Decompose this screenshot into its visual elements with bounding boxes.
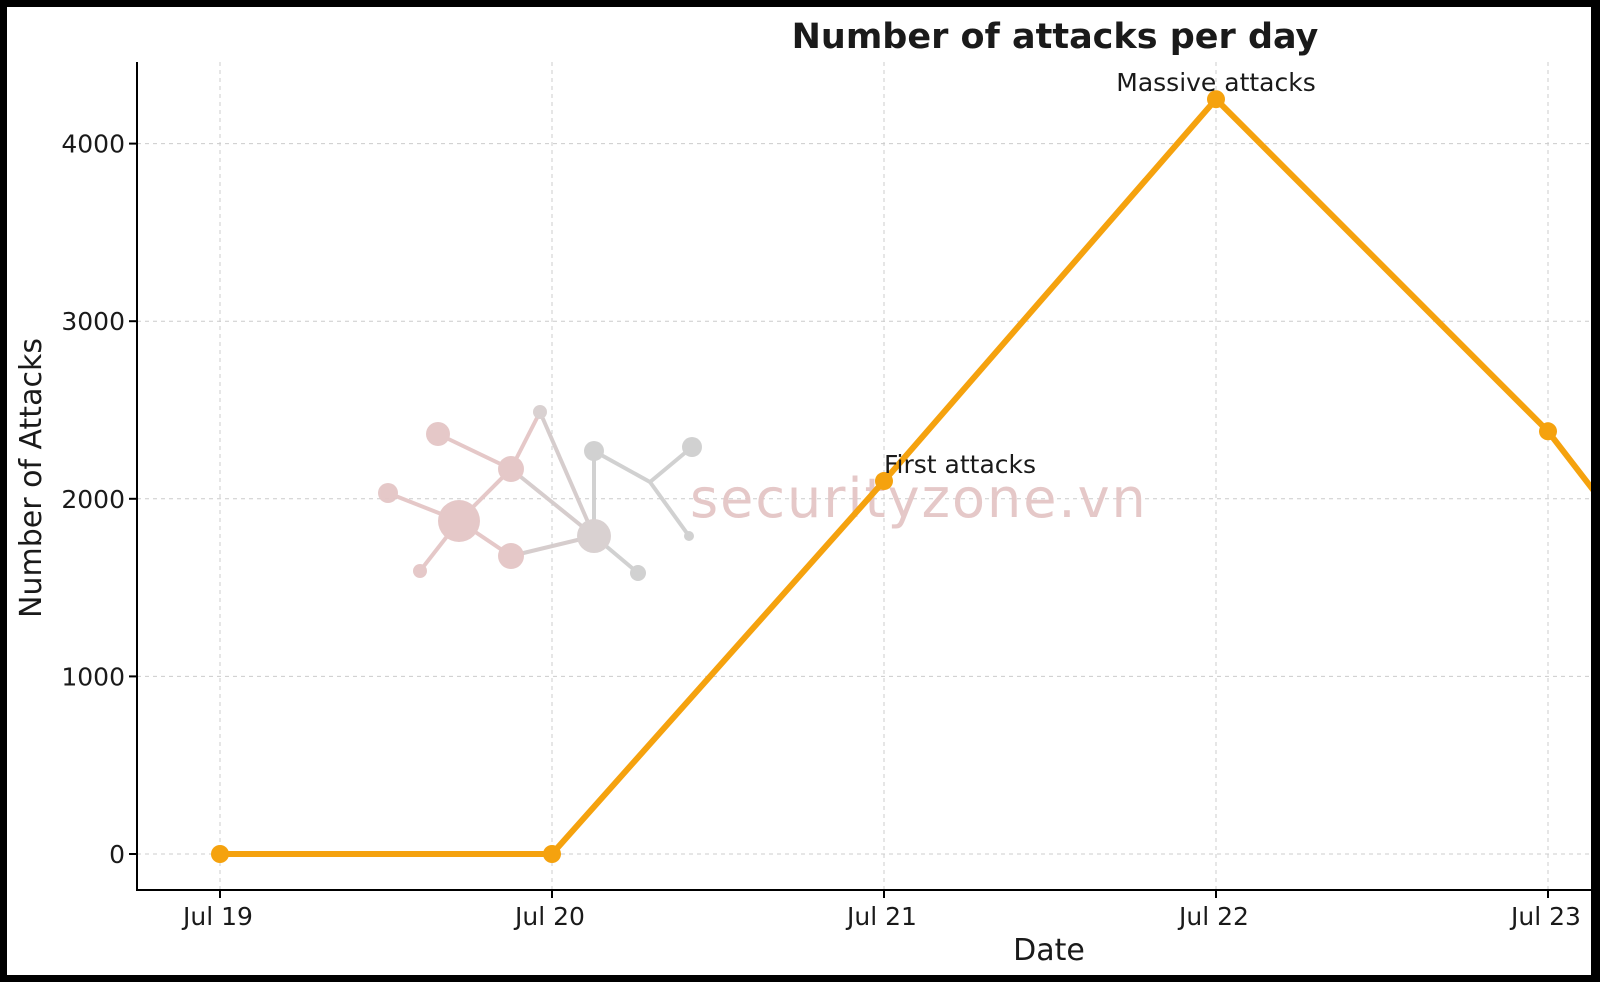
y-axis-label: Number of Attacks xyxy=(14,338,49,618)
x-ticks: Jul 19 Jul 20 Jul 21 Jul 22 Jul 23 xyxy=(181,890,1581,931)
series-attacks xyxy=(211,90,1591,863)
annotation-label: Massive attacks xyxy=(1116,68,1316,97)
y-tick-label: 3000 xyxy=(61,307,125,336)
data-point xyxy=(875,472,893,491)
series-line xyxy=(217,96,1591,857)
annotations: First attacks Massive attacks xyxy=(884,68,1316,479)
y-tick-label: 2000 xyxy=(61,485,125,514)
y-tick-label: 4000 xyxy=(61,130,125,159)
annotation-label: First attacks xyxy=(884,450,1036,479)
data-point xyxy=(543,845,561,863)
x-tick-label: Jul 19 xyxy=(181,902,253,931)
data-point xyxy=(1207,90,1225,109)
watermark-logo: securityzone.vn xyxy=(378,405,1148,581)
x-tick-label: Jul 22 xyxy=(1177,902,1249,931)
chart-frame: Number of attacks per day xyxy=(7,7,1591,975)
line-chart: Number of attacks per day xyxy=(14,17,1591,968)
y-tick-label: 1000 xyxy=(61,662,125,691)
x-tick-label: Jul 20 xyxy=(513,902,585,931)
chart-title: Number of attacks per day xyxy=(792,17,1319,57)
y-ticks: 0 1000 2000 3000 4000 xyxy=(61,130,137,869)
x-tick-label: Jul 23 xyxy=(1509,902,1581,931)
watermark-text: securityzone.vn xyxy=(690,467,1148,530)
data-point xyxy=(211,845,229,863)
x-axis-label: Date xyxy=(1013,933,1085,968)
x-tick-label: Jul 21 xyxy=(845,902,917,931)
data-point xyxy=(1539,422,1557,441)
y-tick-label: 0 xyxy=(109,840,125,869)
